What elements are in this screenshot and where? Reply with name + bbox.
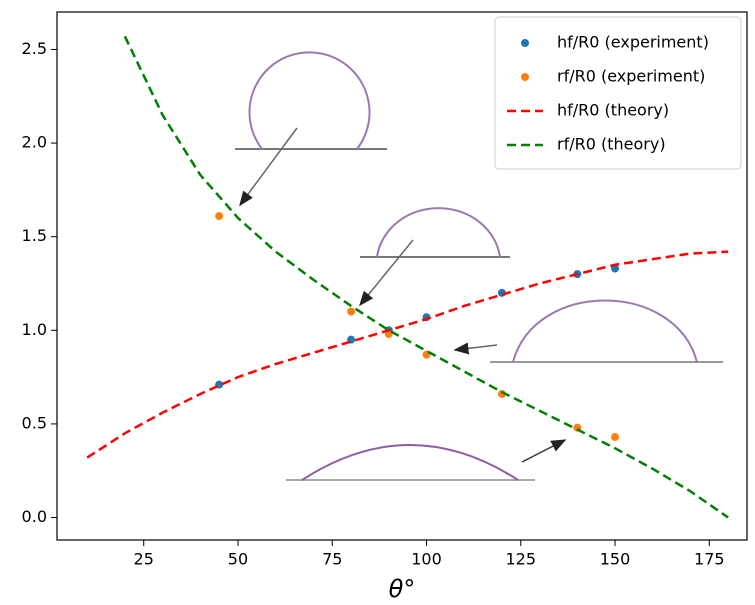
droplet-sketches [235,51,723,481]
legend-label: rf/R0 (experiment) [557,67,705,86]
x-axis-title: θ° [389,575,416,603]
plot-frame [56,11,748,541]
legend-marker [521,73,529,81]
y-tick-label: 2.0 [22,133,47,152]
arrow [239,127,298,207]
legend-box [494,16,742,170]
data-point [611,433,620,442]
legend-label: hf/R0 (theory) [557,101,669,120]
legend-label: rf/R0 (theory) [557,135,666,154]
x-tick-label: 175 [694,550,725,569]
droplet-outline [301,444,519,481]
y-tick-label: 2.5 [22,39,47,58]
droplet-outline [512,299,698,363]
legend-label: hf/R0 (experiment) [557,33,709,52]
arrow [359,239,414,307]
arrow [453,342,498,355]
y-tick-label: 1.0 [22,320,47,339]
theory-line [123,35,729,519]
x-tick-label: 50 [228,550,248,569]
x-tick-label: 125 [505,550,536,569]
droplet-outline [248,51,371,150]
legend-marker [521,39,529,47]
legend: hf/R0 (experiment) rf/R0 (experiment) hf/R… [494,16,742,170]
data-point [347,307,356,316]
y-tick-label: 1.5 [22,226,47,245]
x-tick-label: 150 [600,550,631,569]
x-tick-label: 25 [134,550,154,569]
droplet-outline [376,207,501,258]
data-point [215,212,224,221]
x-tick-label: 100 [411,550,442,569]
arrow [521,439,567,463]
x-tick-label: 75 [322,550,342,569]
theory-line [86,250,729,459]
y-tick-label: 0.0 [22,507,47,526]
y-tick-label: 0.5 [22,413,47,432]
